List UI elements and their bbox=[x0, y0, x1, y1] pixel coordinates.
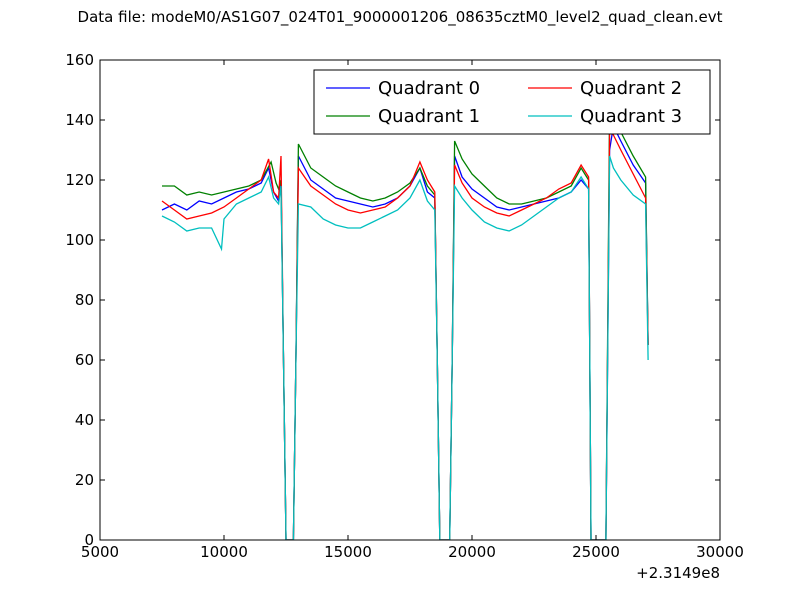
series-line-quadrant-2 bbox=[161, 130, 649, 540]
y-tick-label: 40 bbox=[75, 411, 94, 429]
series-lines bbox=[161, 104, 649, 540]
legend-label-quadrant-2: Quadrant 2 bbox=[580, 78, 682, 99]
legend-label-quadrant-1: Quadrant 1 bbox=[378, 106, 480, 127]
y-tick-label: 20 bbox=[75, 471, 94, 489]
y-tick-label: 100 bbox=[65, 231, 94, 249]
legend-label-quadrant-0: Quadrant 0 bbox=[378, 78, 480, 99]
x-axis-offset-label: +2.3149e8 bbox=[636, 564, 720, 582]
y-tick-label: 80 bbox=[75, 291, 94, 309]
axis-ticks: 5000 10000 15000 20000 25000 30000 0 20 40 60 80 10… bbox=[65, 51, 744, 561]
series-line-quadrant-0 bbox=[161, 123, 649, 540]
y-tick-label: 140 bbox=[65, 111, 94, 129]
x-tick-label: 10000 bbox=[200, 543, 248, 561]
x-tick-label: 20000 bbox=[448, 543, 496, 561]
series-line-quadrant-3 bbox=[161, 155, 649, 540]
legend-box bbox=[313, 69, 711, 135]
series-line-quadrant-1 bbox=[162, 104, 649, 540]
y-tick-label: 120 bbox=[65, 171, 94, 189]
x-tick-label: 30000 bbox=[696, 543, 744, 561]
legend: Quadrant 0 Quadrant 1 Quadrant 2 Quadrant 3 bbox=[313, 69, 711, 135]
x-tick-label: 5000 bbox=[81, 543, 119, 561]
x-tick-label: 25000 bbox=[572, 543, 620, 561]
legend-label-quadrant-3: Quadrant 3 bbox=[580, 106, 682, 127]
figure-suptitle: Data file: modeM0/AS1G07_024T01_90000012… bbox=[77, 8, 723, 26]
y-tick-label: 60 bbox=[75, 351, 94, 369]
x-tick-label: 15000 bbox=[324, 543, 372, 561]
y-tick-label: 0 bbox=[84, 531, 94, 549]
y-tick-label: 160 bbox=[65, 51, 94, 69]
